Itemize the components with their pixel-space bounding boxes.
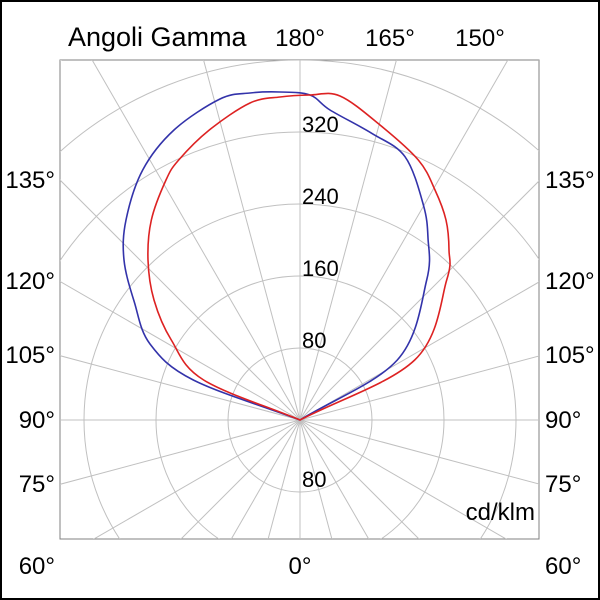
svg-text:120°: 120° xyxy=(545,268,595,295)
svg-text:80: 80 xyxy=(302,467,326,492)
svg-text:135°: 135° xyxy=(545,167,595,194)
svg-text:75°: 75° xyxy=(19,471,55,498)
svg-text:105°: 105° xyxy=(545,342,595,369)
svg-text:90°: 90° xyxy=(19,407,55,434)
svg-text:0°: 0° xyxy=(289,553,312,580)
svg-text:120°: 120° xyxy=(5,268,55,295)
svg-text:240: 240 xyxy=(302,184,339,209)
svg-text:Angoli Gamma: Angoli Gamma xyxy=(68,22,248,52)
svg-text:90°: 90° xyxy=(545,407,581,434)
svg-text:180°: 180° xyxy=(275,25,325,52)
svg-text:105°: 105° xyxy=(5,342,55,369)
svg-text:150°: 150° xyxy=(455,25,505,52)
svg-text:320: 320 xyxy=(302,112,339,137)
svg-text:60°: 60° xyxy=(545,553,581,580)
svg-text:80: 80 xyxy=(302,328,326,353)
svg-text:135°: 135° xyxy=(5,167,55,194)
svg-text:cd/klm: cd/klm xyxy=(466,499,535,526)
svg-text:75°: 75° xyxy=(545,471,581,498)
svg-text:60°: 60° xyxy=(19,553,55,580)
svg-text:165°: 165° xyxy=(365,25,415,52)
svg-text:160: 160 xyxy=(302,256,339,281)
